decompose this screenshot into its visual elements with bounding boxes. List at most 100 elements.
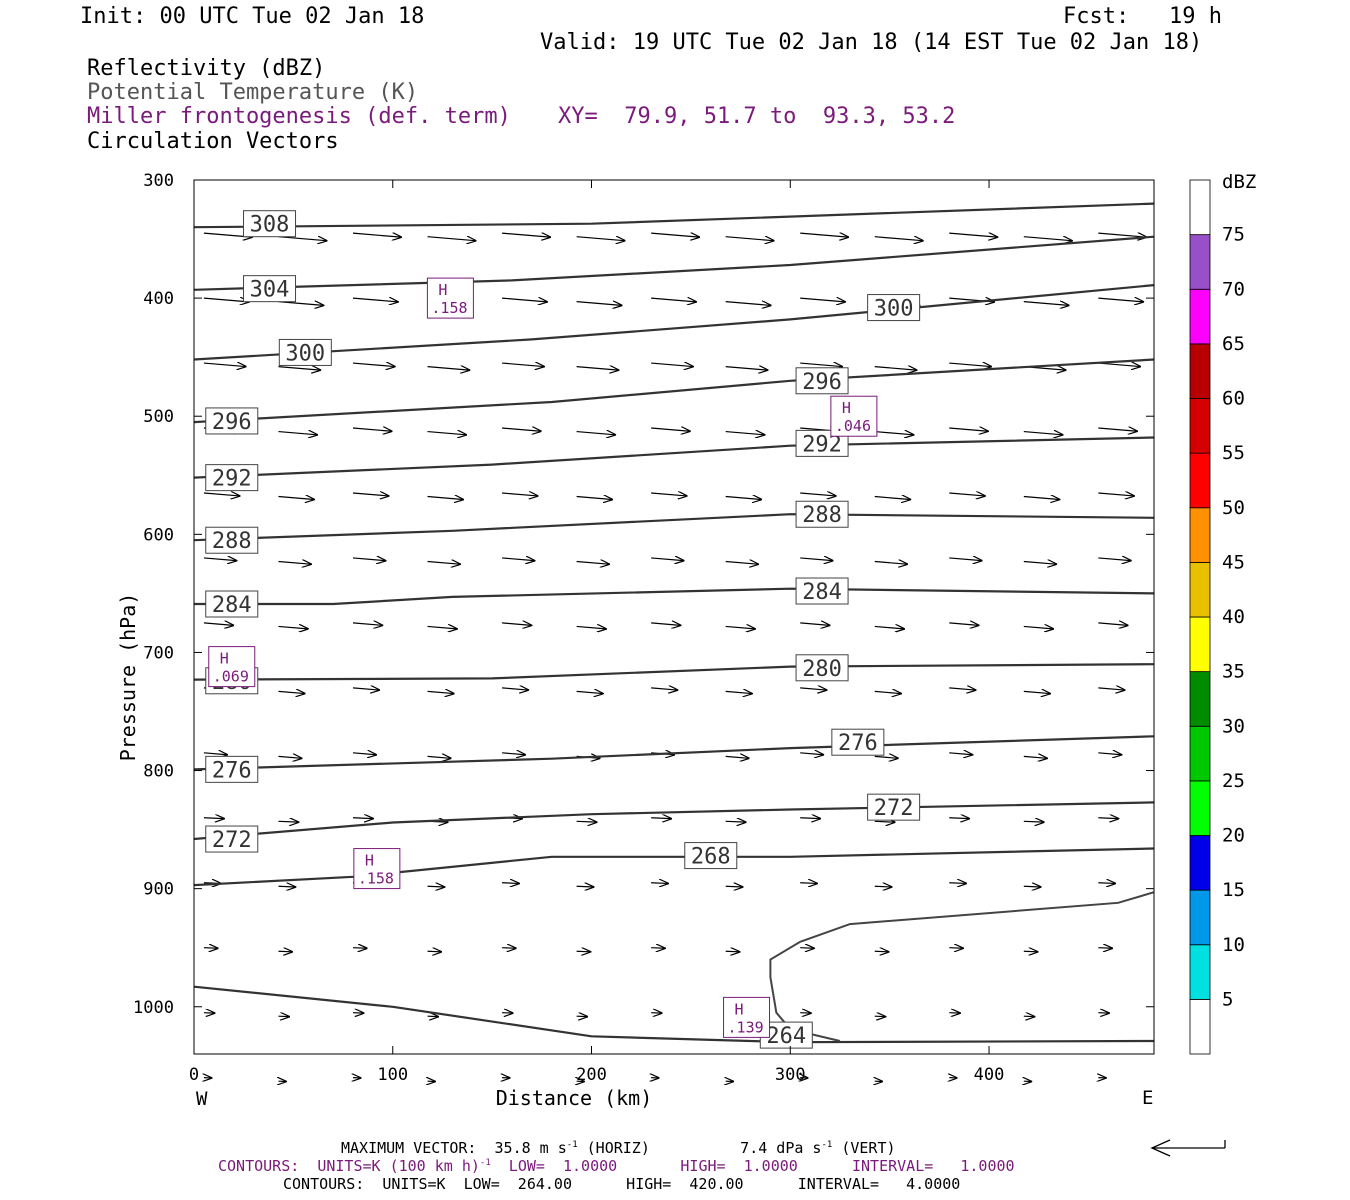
circulation-vectors	[204, 233, 1146, 1081]
wind-vector	[203, 558, 236, 561]
contour-label-box	[684, 842, 738, 870]
colorbar-segment	[1189, 725, 1211, 782]
x-tick-label: 100	[377, 1065, 408, 1085]
wind-vector	[502, 363, 544, 366]
colorbar-level: 75	[1222, 224, 1245, 246]
colorbar-segment	[1189, 998, 1211, 1055]
max-box	[723, 996, 771, 1038]
wind-vector	[352, 948, 367, 949]
y-tick-label: 700	[143, 643, 174, 663]
wind-vector	[203, 753, 227, 755]
colorbar-segment	[1189, 288, 1211, 345]
wind-vector	[651, 818, 671, 819]
colorbar-level: 55	[1222, 442, 1245, 464]
max-vector-note: MAXIMUM VECTOR: 35.8 m s-1 (HORIZ) 7.4 d…	[341, 1139, 896, 1157]
contour-label-box	[205, 407, 259, 435]
contour-label: 308	[243, 210, 297, 238]
colorbar-level: 65	[1222, 333, 1245, 355]
wind-vector	[278, 367, 320, 370]
contour-label-box	[831, 728, 885, 756]
wind-vector	[949, 883, 966, 884]
wind-vector	[1023, 821, 1044, 822]
wind-vector	[725, 626, 755, 628]
wind-vector	[800, 623, 829, 625]
contour-label-text: 296	[802, 370, 842, 395]
max-label: H	[438, 281, 447, 299]
wind-vector	[576, 432, 616, 435]
wind-vector	[352, 428, 392, 431]
wind-vector	[427, 561, 460, 564]
wind-vector	[278, 302, 323, 306]
wind-vector	[651, 623, 680, 625]
max-value: .046	[835, 417, 871, 435]
wind-vector	[949, 493, 985, 496]
wind-vector	[800, 493, 836, 496]
wind-vector	[278, 237, 326, 241]
wind-vector	[1098, 298, 1143, 302]
wind-vector	[725, 886, 743, 887]
wind-vector	[800, 558, 832, 561]
wind-vector	[278, 821, 298, 822]
colorbar-segment	[1189, 889, 1211, 946]
contour-label-box	[205, 590, 259, 618]
frontogenesis-max: H.139	[723, 996, 771, 1038]
contour-label-box	[867, 793, 921, 821]
wind-vector	[576, 626, 606, 628]
contour-label-box	[795, 577, 849, 605]
wind-vector	[874, 497, 911, 500]
contour-label: 288	[205, 526, 259, 554]
colorbar-level: 60	[1222, 388, 1245, 410]
wind-vector	[502, 948, 516, 949]
colorbar-level: 70	[1222, 278, 1245, 300]
theta-contour-note: CONTOURS: UNITS=K LOW= 264.00 HIGH= 420.…	[283, 1175, 961, 1193]
axes: 300 400 500 600 700 800 900 1000 0 100 200 300 400 Di…	[116, 171, 1154, 1110]
contour-label-box	[278, 338, 332, 366]
contour-label-box	[867, 294, 921, 322]
theta-contours	[193, 202, 1155, 1044]
wind-vector	[352, 298, 398, 302]
wind-vector	[502, 298, 547, 302]
wind-vector	[725, 302, 771, 306]
colorbar-level: 35	[1222, 661, 1245, 683]
wind-vector	[1023, 561, 1056, 564]
wind-vector	[949, 623, 978, 625]
wind-vector	[651, 428, 690, 431]
contour-label-text: 296	[212, 410, 252, 435]
wind-vector	[1098, 363, 1140, 366]
contour-label-text: 304	[250, 278, 290, 303]
wind-vector	[1098, 948, 1112, 949]
contour-label: 276	[205, 755, 259, 783]
colorbar-segment	[1189, 234, 1211, 290]
wind-vector	[1023, 237, 1072, 241]
colorbar-segment	[1189, 835, 1211, 891]
wind-vector	[1098, 818, 1118, 819]
colorbar-level: 50	[1222, 497, 1245, 519]
wind-vector	[800, 298, 845, 302]
wind-vector	[427, 951, 442, 952]
wind-vector	[874, 691, 901, 693]
wind-vector	[874, 886, 892, 887]
wind-vector	[576, 951, 591, 952]
wind-vector	[1023, 497, 1060, 500]
wind-vector	[427, 432, 467, 435]
x-axis-title: Distance (km)	[496, 1086, 653, 1110]
wind-vector	[1098, 688, 1124, 690]
contour-label-text: 276	[212, 758, 252, 783]
max-box	[830, 395, 878, 437]
max-label: H	[365, 852, 374, 870]
wind-vector	[800, 363, 842, 366]
contour-label: 300	[867, 294, 921, 322]
contour-label: 292	[205, 464, 259, 492]
wind-vector	[1023, 432, 1063, 435]
wind-vector	[651, 948, 665, 949]
max-label: H	[220, 650, 229, 668]
contour-label: 296	[795, 367, 849, 395]
colorbar-segment	[1189, 179, 1211, 236]
max-label: H	[735, 1000, 744, 1018]
wind-vector	[203, 623, 233, 625]
wind-vector	[203, 948, 218, 949]
wind-vector	[576, 561, 609, 564]
wind-vector	[427, 756, 451, 758]
contour-label-box	[205, 526, 259, 554]
field-circulation-vectors: Circulation Vectors	[87, 129, 339, 154]
